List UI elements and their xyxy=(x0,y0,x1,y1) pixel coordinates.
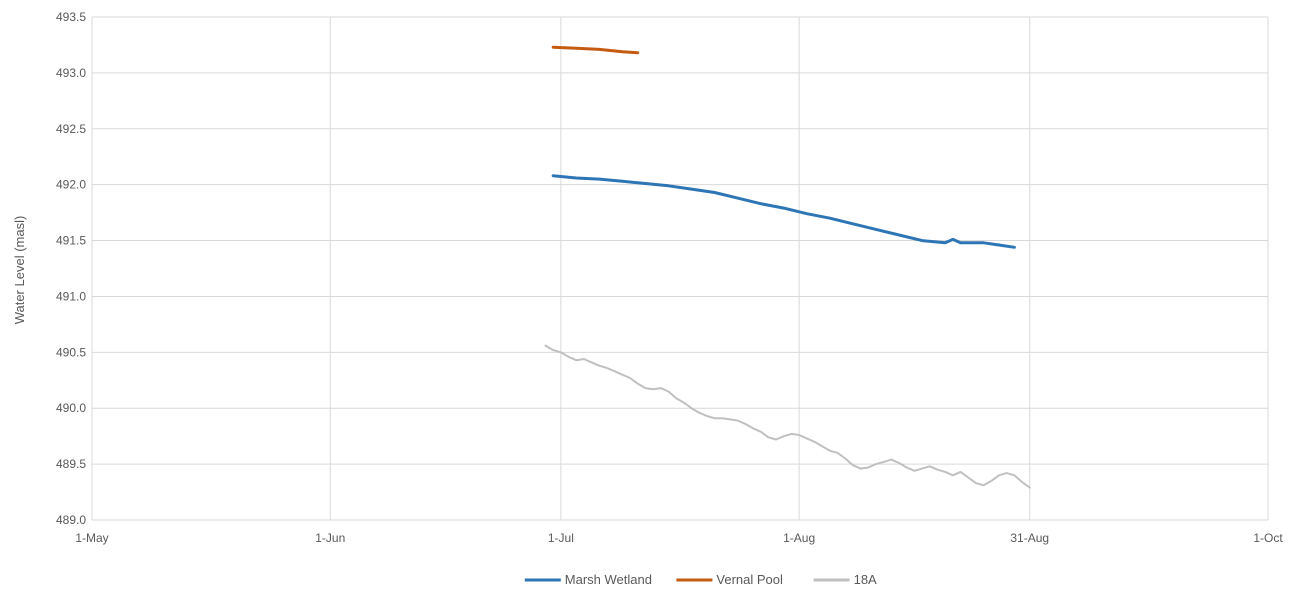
y-axis-ticks: 489.0 489.5 490.0 490.5 491.0 491.5 492.0 492.5… xyxy=(56,10,86,527)
y-tick-label: 489.0 xyxy=(56,513,86,527)
x-tick-label: 1-Jul xyxy=(548,531,574,545)
series-line-vernal-pool xyxy=(551,45,640,55)
series-line-18a xyxy=(544,344,1031,489)
y-tick-label: 492.5 xyxy=(56,122,86,136)
legend-item-vernal-pool: Vernal Pool xyxy=(676,572,783,587)
x-tick-label: 1-Aug xyxy=(783,531,815,545)
x-tick-label: 1-Jun xyxy=(315,531,345,545)
legend-item-marsh-wetland: Marsh Wetland xyxy=(524,572,652,587)
legend-label: Marsh Wetland xyxy=(565,572,652,587)
x-tick-label: 1-Oct xyxy=(1253,531,1283,545)
x-tick-label: 1-May xyxy=(75,531,108,545)
y-tick-label: 493.0 xyxy=(56,66,86,80)
y-tick-label: 489.5 xyxy=(56,457,86,471)
legend-label: Vernal Pool xyxy=(716,572,783,587)
x-tick-label: 31-Aug xyxy=(1010,531,1049,545)
grid-lines xyxy=(91,16,1269,521)
legend-item-18a: 18A xyxy=(813,572,877,587)
y-tick-label: 491.5 xyxy=(56,234,86,248)
y-tick-label: 492.0 xyxy=(56,178,86,192)
series-line-marsh-wetland xyxy=(551,174,1016,249)
y-tick-label: 493.5 xyxy=(56,10,86,24)
y-tick-label: 490.5 xyxy=(56,345,86,359)
series-lines xyxy=(544,45,1031,489)
legend: Marsh Wetland Vernal Pool 18A xyxy=(524,572,877,587)
y-axis-title: Water Level (masl) xyxy=(12,216,27,325)
y-tick-label: 490.0 xyxy=(56,401,86,415)
x-axis-ticks: 1-May 1-Jun 1-Jul 1-Aug 31-Aug 1-Oct xyxy=(75,531,1283,545)
y-tick-label: 491.0 xyxy=(56,289,86,303)
legend-label: 18A xyxy=(854,572,877,587)
